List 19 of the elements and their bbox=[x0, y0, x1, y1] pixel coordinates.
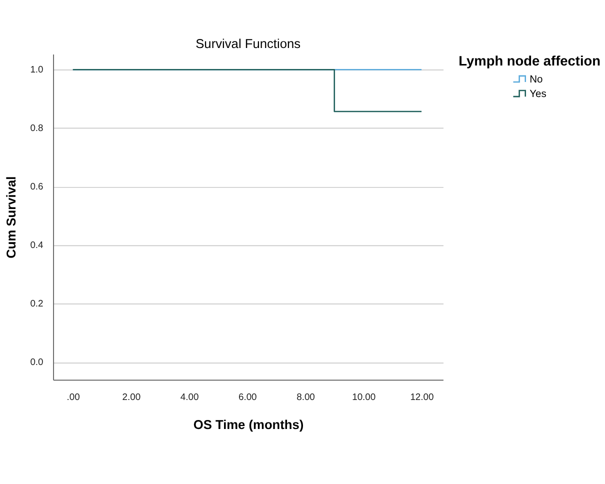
x-tick-label: 10.00 bbox=[352, 390, 376, 402]
y-tick-label: 0.6 bbox=[30, 180, 44, 192]
x-tick-label: 8.00 bbox=[296, 390, 315, 402]
y-axis-title: Cum Survival bbox=[4, 176, 19, 258]
x-tick-label: 2.00 bbox=[122, 390, 141, 402]
legend-label: Yes bbox=[530, 88, 546, 100]
chart-title: Survival Functions bbox=[196, 36, 301, 52]
legend-label: No bbox=[530, 74, 544, 86]
x-tick-label: .00 bbox=[66, 390, 80, 402]
x-tick-label: 12.00 bbox=[410, 390, 434, 402]
x-tick-label: 6.00 bbox=[238, 390, 257, 402]
y-tick-label: 0.2 bbox=[30, 298, 44, 309]
y-tick-label: 0.0 bbox=[30, 356, 44, 368]
y-tick-label: 0.4 bbox=[30, 239, 44, 250]
legend-title: Lymph node affection bbox=[458, 53, 601, 68]
y-tick-label: 1.0 bbox=[30, 64, 44, 75]
x-tick-label: 4.00 bbox=[180, 390, 199, 402]
y-tick-label: 0.8 bbox=[30, 122, 44, 134]
x-axis-title: OS Time (months) bbox=[193, 417, 304, 432]
